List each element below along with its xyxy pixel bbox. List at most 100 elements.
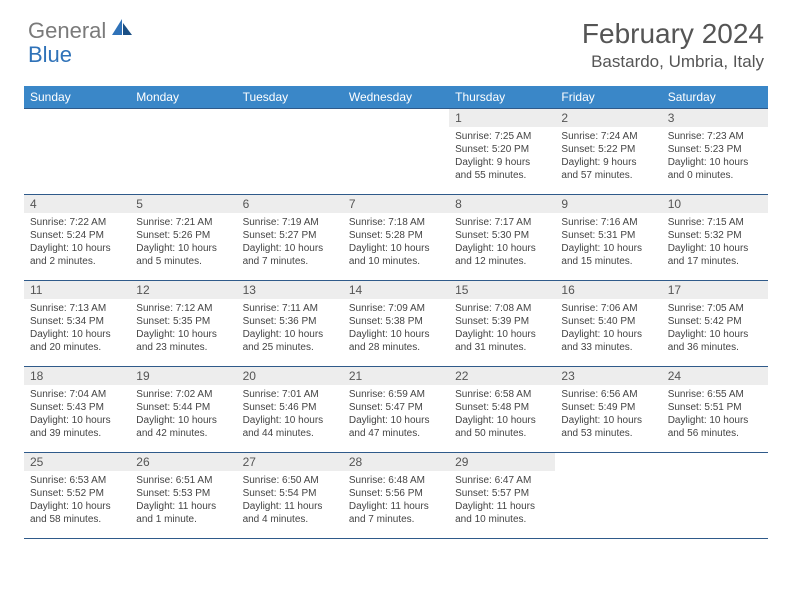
day-info: Sunrise: 7:24 AMSunset: 5:22 PMDaylight:… <box>555 127 661 185</box>
day-cell: 3Sunrise: 7:23 AMSunset: 5:23 PMDaylight… <box>662 109 768 195</box>
day-cell: 7Sunrise: 7:18 AMSunset: 5:28 PMDaylight… <box>343 195 449 281</box>
day-cell: 8Sunrise: 7:17 AMSunset: 5:30 PMDaylight… <box>449 195 555 281</box>
day-cell <box>662 453 768 539</box>
day-cell: 19Sunrise: 7:02 AMSunset: 5:44 PMDayligh… <box>130 367 236 453</box>
day-info: Sunrise: 7:19 AMSunset: 5:27 PMDaylight:… <box>237 213 343 271</box>
day-cell: 22Sunrise: 6:58 AMSunset: 5:48 PMDayligh… <box>449 367 555 453</box>
day-info: Sunrise: 6:50 AMSunset: 5:54 PMDaylight:… <box>237 471 343 529</box>
day-number: 29 <box>449 453 555 471</box>
day-info: Sunrise: 7:15 AMSunset: 5:32 PMDaylight:… <box>662 213 768 271</box>
day-number: 6 <box>237 195 343 213</box>
day-cell: 11Sunrise: 7:13 AMSunset: 5:34 PMDayligh… <box>24 281 130 367</box>
day-cell: 10Sunrise: 7:15 AMSunset: 5:32 PMDayligh… <box>662 195 768 281</box>
calendar-body: 1Sunrise: 7:25 AMSunset: 5:20 PMDaylight… <box>24 109 768 539</box>
day-number: 24 <box>662 367 768 385</box>
day-number: 22 <box>449 367 555 385</box>
brand-name-gray: General <box>28 18 106 44</box>
day-number: 11 <box>24 281 130 299</box>
day-number: 18 <box>24 367 130 385</box>
day-cell: 2Sunrise: 7:24 AMSunset: 5:22 PMDaylight… <box>555 109 661 195</box>
day-info: Sunrise: 6:56 AMSunset: 5:49 PMDaylight:… <box>555 385 661 443</box>
day-cell: 24Sunrise: 6:55 AMSunset: 5:51 PMDayligh… <box>662 367 768 453</box>
day-cell: 28Sunrise: 6:48 AMSunset: 5:56 PMDayligh… <box>343 453 449 539</box>
day-number: 26 <box>130 453 236 471</box>
day-info: Sunrise: 7:12 AMSunset: 5:35 PMDaylight:… <box>130 299 236 357</box>
day-info: Sunrise: 7:17 AMSunset: 5:30 PMDaylight:… <box>449 213 555 271</box>
day-cell <box>555 453 661 539</box>
day-info: Sunrise: 7:02 AMSunset: 5:44 PMDaylight:… <box>130 385 236 443</box>
col-thursday: Thursday <box>449 86 555 109</box>
day-number: 12 <box>130 281 236 299</box>
col-wednesday: Wednesday <box>343 86 449 109</box>
brand-logo: General <box>28 18 136 44</box>
day-number: 10 <box>662 195 768 213</box>
day-cell: 12Sunrise: 7:12 AMSunset: 5:35 PMDayligh… <box>130 281 236 367</box>
day-number: 17 <box>662 281 768 299</box>
day-info: Sunrise: 7:06 AMSunset: 5:40 PMDaylight:… <box>555 299 661 357</box>
brand-blue-wrap: Blue <box>30 42 72 68</box>
day-number: 16 <box>555 281 661 299</box>
col-friday: Friday <box>555 86 661 109</box>
day-info: Sunrise: 7:18 AMSunset: 5:28 PMDaylight:… <box>343 213 449 271</box>
day-number: 28 <box>343 453 449 471</box>
day-number: 4 <box>24 195 130 213</box>
day-info: Sunrise: 6:55 AMSunset: 5:51 PMDaylight:… <box>662 385 768 443</box>
day-cell <box>343 109 449 195</box>
day-info: Sunrise: 7:01 AMSunset: 5:46 PMDaylight:… <box>237 385 343 443</box>
brand-sail-icon <box>112 19 134 42</box>
day-info: Sunrise: 7:08 AMSunset: 5:39 PMDaylight:… <box>449 299 555 357</box>
day-info: Sunrise: 6:59 AMSunset: 5:47 PMDaylight:… <box>343 385 449 443</box>
day-number: 2 <box>555 109 661 127</box>
week-row: 4Sunrise: 7:22 AMSunset: 5:24 PMDaylight… <box>24 195 768 281</box>
day-number: 23 <box>555 367 661 385</box>
day-info: Sunrise: 6:58 AMSunset: 5:48 PMDaylight:… <box>449 385 555 443</box>
month-title: February 2024 <box>582 18 764 50</box>
day-info: Sunrise: 6:48 AMSunset: 5:56 PMDaylight:… <box>343 471 449 529</box>
col-tuesday: Tuesday <box>237 86 343 109</box>
day-number: 14 <box>343 281 449 299</box>
day-cell: 1Sunrise: 7:25 AMSunset: 5:20 PMDaylight… <box>449 109 555 195</box>
day-cell: 21Sunrise: 6:59 AMSunset: 5:47 PMDayligh… <box>343 367 449 453</box>
day-info: Sunrise: 7:04 AMSunset: 5:43 PMDaylight:… <box>24 385 130 443</box>
day-info: Sunrise: 7:21 AMSunset: 5:26 PMDaylight:… <box>130 213 236 271</box>
week-row: 18Sunrise: 7:04 AMSunset: 5:43 PMDayligh… <box>24 367 768 453</box>
day-number: 20 <box>237 367 343 385</box>
day-number: 9 <box>555 195 661 213</box>
day-cell: 4Sunrise: 7:22 AMSunset: 5:24 PMDaylight… <box>24 195 130 281</box>
day-header-row: Sunday Monday Tuesday Wednesday Thursday… <box>24 86 768 109</box>
day-number: 21 <box>343 367 449 385</box>
week-row: 11Sunrise: 7:13 AMSunset: 5:34 PMDayligh… <box>24 281 768 367</box>
day-info: Sunrise: 6:53 AMSunset: 5:52 PMDaylight:… <box>24 471 130 529</box>
week-row: 1Sunrise: 7:25 AMSunset: 5:20 PMDaylight… <box>24 109 768 195</box>
title-block: February 2024 Bastardo, Umbria, Italy <box>582 18 764 72</box>
day-cell: 6Sunrise: 7:19 AMSunset: 5:27 PMDaylight… <box>237 195 343 281</box>
day-number: 19 <box>130 367 236 385</box>
week-row: 25Sunrise: 6:53 AMSunset: 5:52 PMDayligh… <box>24 453 768 539</box>
day-cell: 20Sunrise: 7:01 AMSunset: 5:46 PMDayligh… <box>237 367 343 453</box>
day-info: Sunrise: 7:25 AMSunset: 5:20 PMDaylight:… <box>449 127 555 185</box>
day-cell: 26Sunrise: 6:51 AMSunset: 5:53 PMDayligh… <box>130 453 236 539</box>
day-cell: 25Sunrise: 6:53 AMSunset: 5:52 PMDayligh… <box>24 453 130 539</box>
day-number: 25 <box>24 453 130 471</box>
page-header: General February 2024 Bastardo, Umbria, … <box>0 0 792 80</box>
day-cell: 27Sunrise: 6:50 AMSunset: 5:54 PMDayligh… <box>237 453 343 539</box>
col-sunday: Sunday <box>24 86 130 109</box>
day-cell: 17Sunrise: 7:05 AMSunset: 5:42 PMDayligh… <box>662 281 768 367</box>
day-number: 15 <box>449 281 555 299</box>
day-number: 3 <box>662 109 768 127</box>
day-cell: 5Sunrise: 7:21 AMSunset: 5:26 PMDaylight… <box>130 195 236 281</box>
day-cell: 14Sunrise: 7:09 AMSunset: 5:38 PMDayligh… <box>343 281 449 367</box>
day-number: 8 <box>449 195 555 213</box>
day-cell: 18Sunrise: 7:04 AMSunset: 5:43 PMDayligh… <box>24 367 130 453</box>
day-cell: 13Sunrise: 7:11 AMSunset: 5:36 PMDayligh… <box>237 281 343 367</box>
day-cell: 9Sunrise: 7:16 AMSunset: 5:31 PMDaylight… <box>555 195 661 281</box>
location-label: Bastardo, Umbria, Italy <box>582 52 764 72</box>
day-number: 13 <box>237 281 343 299</box>
day-cell <box>237 109 343 195</box>
day-cell <box>130 109 236 195</box>
day-number: 1 <box>449 109 555 127</box>
day-info: Sunrise: 7:11 AMSunset: 5:36 PMDaylight:… <box>237 299 343 357</box>
day-info: Sunrise: 6:51 AMSunset: 5:53 PMDaylight:… <box>130 471 236 529</box>
day-info: Sunrise: 7:23 AMSunset: 5:23 PMDaylight:… <box>662 127 768 185</box>
day-info: Sunrise: 7:16 AMSunset: 5:31 PMDaylight:… <box>555 213 661 271</box>
